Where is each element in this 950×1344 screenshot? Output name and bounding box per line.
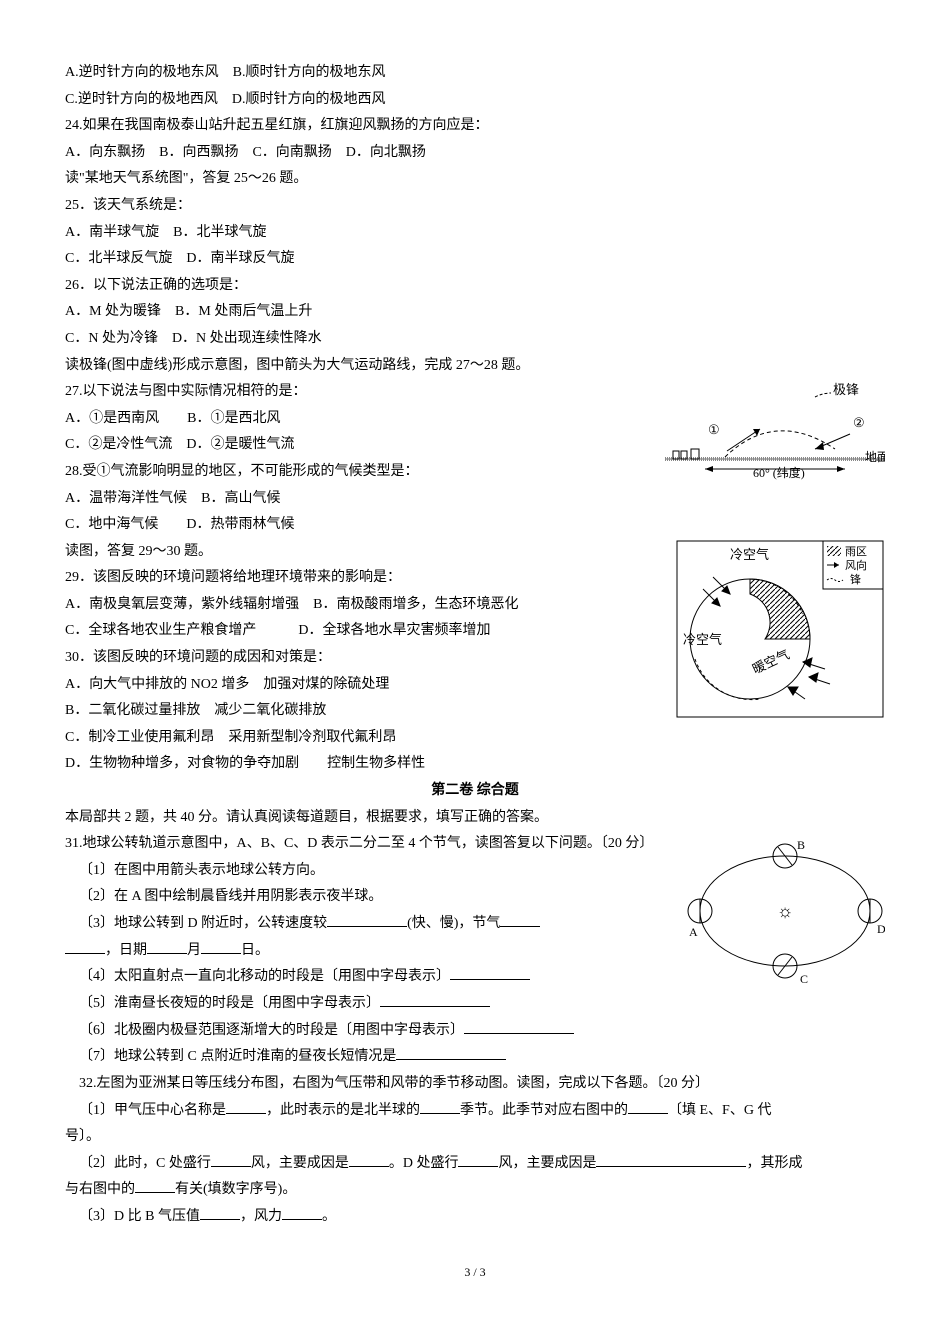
blank xyxy=(458,1152,498,1167)
question-26-options: A．M 处为暖锋 B．M 处雨后气温上升 xyxy=(65,299,885,326)
question-30-options: D．生物物种增多，对食物的争夺加剧 控制生物多样性 xyxy=(65,751,885,778)
question-32-2: 〔2〕此时，C 处盛行 风，主要成因是 。D 处盛行 风，主要成因是 ，其形成 xyxy=(65,1151,885,1178)
cold-air-top: 冷空气 xyxy=(730,547,769,562)
blank xyxy=(596,1152,746,1167)
text: 〔1〕甲气压中心名称是 xyxy=(79,1103,226,1118)
legend-wind: 风向 xyxy=(845,558,867,572)
blank xyxy=(211,1152,251,1167)
lead-27-28: 读极锋(图中虚线)形成示意图，图中箭头为大气运动路线，完成 27～28 题。 xyxy=(65,353,885,380)
text: ，其形成 xyxy=(746,1156,802,1171)
question-24-options: A．向东飘扬 B．向西飘扬 C．向南飘扬 D．向北飘扬 xyxy=(65,140,885,167)
lead-25-26: 读"某地天气系统图"，答复 25～26 题。 xyxy=(65,166,885,193)
text: 〔3〕地球公转到 D 附近时，公转速度较 xyxy=(79,916,327,931)
text: 日。 xyxy=(241,943,269,958)
text: 。 xyxy=(322,1209,336,1224)
text: 与右图中的 xyxy=(65,1182,135,1197)
question-32-1: 〔1〕甲气压中心名称是 ，此时表示的是北半球的 季节。此季节对应右图中的 〔填 E、F… xyxy=(65,1098,885,1125)
circle-1: ① xyxy=(708,422,720,437)
text: 〔3〕D 比 B 气压值 xyxy=(79,1209,200,1224)
question-31-6: 〔6〕北极圈内极昼范围逐渐增大的时段是〔用图中字母表示〕 xyxy=(65,1018,885,1045)
cold-air-left: 冷空气 xyxy=(683,632,722,647)
text: 〔6〕北极圈内极昼范围逐渐增大的时段是〔用图中字母表示〕 xyxy=(79,1023,464,1038)
text: ，日期 xyxy=(105,943,147,958)
text: 风，主要成因是 xyxy=(498,1156,596,1171)
text: 〔填 E、F、G 代 xyxy=(668,1103,771,1118)
blank xyxy=(420,1099,460,1114)
blank xyxy=(201,939,241,954)
orbit-label-c: C xyxy=(800,972,808,986)
question-25: 25．该天气系统是： xyxy=(65,193,885,220)
orbit-label-b: B xyxy=(797,838,805,852)
text: ，风力 xyxy=(240,1209,282,1224)
sun-icon: ☼ xyxy=(777,901,794,921)
question-24: 24.如果在我国南极泰山站升起五星红旗，红旗迎风飘扬的方向应是： xyxy=(65,113,885,140)
text: 季节。此季节对应右图中的 xyxy=(460,1103,628,1118)
option-line: C.逆时针方向的极地西风 D.顺时针方向的极地西风 xyxy=(65,87,885,114)
blank xyxy=(500,912,540,927)
text: 〔7〕地球公转到 C 点附近时淮南的昼夜长短情况是 xyxy=(79,1049,396,1064)
blank xyxy=(464,1019,574,1034)
question-26: 26．以下说法正确的选项是： xyxy=(65,273,885,300)
blank xyxy=(282,1205,322,1220)
text: ，此时表示的是北半球的 xyxy=(266,1103,420,1118)
legend-front: 锋 xyxy=(850,573,861,586)
ground-label: 地面 xyxy=(865,450,885,464)
section-2-title: 第二卷 综合题 xyxy=(65,778,885,805)
text: 。D 处盛行 xyxy=(389,1156,459,1171)
blank xyxy=(396,1045,506,1060)
blank xyxy=(628,1099,668,1114)
orbit-label-a: A xyxy=(689,925,698,939)
section-2-lead: 本局部共 2 题，共 40 分。请认真阅读每道题目，根据要求，填写正确的答案。 xyxy=(65,805,885,832)
text: 〔5〕淮南昼长夜短的时段是〔用图中字母表示〕 xyxy=(79,996,380,1011)
blank xyxy=(135,1178,175,1193)
legend-rain: 雨区 xyxy=(845,546,867,558)
warm-air: 暖空气 xyxy=(750,646,792,676)
text: 〔4〕太阳直射点一直向北移动的时段是〔用图中字母表示〕 xyxy=(79,969,450,984)
page-number: 3 / 3 xyxy=(65,1261,885,1284)
polar-front-label: 极锋 xyxy=(833,382,859,397)
blank xyxy=(65,939,105,954)
question-28-options: C．地中海气候 D．热带雨林气候 xyxy=(65,512,885,539)
question-31-5: 〔5〕淮南昼长夜短的时段是〔用图中字母表示〕 xyxy=(65,991,885,1018)
question-32-3: 〔3〕D 比 B 气压值 ，风力 。 xyxy=(65,1204,885,1231)
circle-2: ② xyxy=(853,415,865,430)
question-32: 32.左图为亚洲某日等压线分布图，右图为气压带和风带的季节移动图。读图，完成以下… xyxy=(65,1071,885,1098)
orbit-figure: ☼ A B C D xyxy=(685,831,885,991)
blank xyxy=(200,1205,240,1220)
text: (快、慢)，节气 xyxy=(407,916,500,931)
blank xyxy=(380,992,490,1007)
polar-front-figure: 极锋 ① ② 地面 60° (纬度) xyxy=(665,379,885,499)
cold-warm-figure: 雨区 风向 锋 冷空气 冷空气 暖空气 xyxy=(675,539,885,719)
blank xyxy=(226,1099,266,1114)
question-25-options: A．南半球气旋 B．北半球气旋 xyxy=(65,220,885,247)
text: 〔2〕此时，C 处盛行 xyxy=(79,1156,211,1171)
orbit-label-d: D xyxy=(877,922,885,936)
text: 月 xyxy=(187,943,201,958)
blank xyxy=(349,1152,389,1167)
question-32-1-cont: 号〕。 xyxy=(65,1124,885,1151)
latitude-label: 60° (纬度) xyxy=(753,465,805,480)
blank xyxy=(327,912,407,927)
question-32-2-cont: 与右图中的 有关(填数字序号)。 xyxy=(65,1177,885,1204)
blank xyxy=(147,939,187,954)
text: 有关(填数字序号)。 xyxy=(175,1182,296,1197)
question-26-options: C．N 处为冷锋 D．N 处出现连续性降水 xyxy=(65,326,885,353)
option-line: A.逆时针方向的极地东风 B.顺时针方向的极地东风 xyxy=(65,60,885,87)
question-31-7: 〔7〕地球公转到 C 点附近时淮南的昼夜长短情况是 xyxy=(65,1044,885,1071)
text: 风，主要成因是 xyxy=(251,1156,349,1171)
question-25-options: C．北半球反气旋 D．南半球反气旋 xyxy=(65,246,885,273)
blank xyxy=(450,965,530,980)
question-30-options: C．制冷工业使用氟利昂 采用新型制冷剂取代氟利昂 xyxy=(65,725,885,752)
